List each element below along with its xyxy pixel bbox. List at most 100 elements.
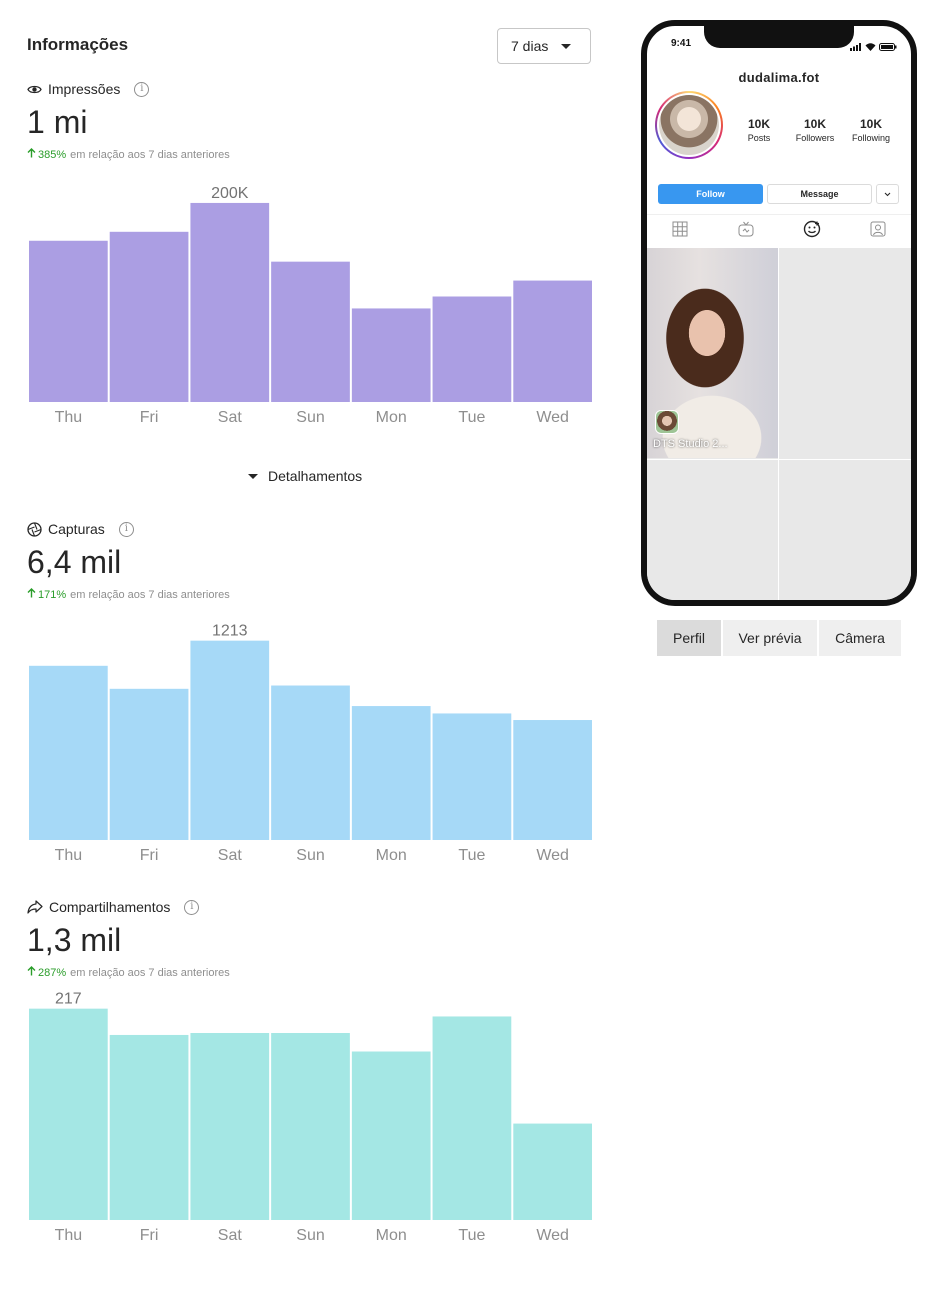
x-tick-label: Sat <box>218 409 243 426</box>
x-tick-label: Fri <box>140 409 159 426</box>
stat-following[interactable]: 10K Following <box>851 117 891 143</box>
details-toggle[interactable]: Detalhamentos <box>248 468 362 484</box>
bar-tue[interactable] <box>432 713 512 840</box>
bar-thu[interactable] <box>29 240 108 402</box>
impressions-change-pct: 385% <box>38 148 67 161</box>
bar-wed[interactable] <box>513 1123 592 1220</box>
x-tick-label: Sat <box>218 1227 243 1244</box>
profile-handle: dudalima.fot <box>738 70 820 85</box>
profile-tabs <box>647 214 911 248</box>
bar-fri[interactable] <box>109 688 189 840</box>
x-tick-label: Mon <box>376 1227 407 1244</box>
bar-sat[interactable] <box>190 202 270 402</box>
x-tick-label: Sun <box>296 847 324 864</box>
x-tick-label: Wed <box>536 409 569 426</box>
impressions-change: 385% em relação aos 7 dias anteriores <box>27 148 230 161</box>
info-icon[interactable]: i <box>134 81 150 97</box>
info-icon[interactable]: i <box>118 521 134 537</box>
message-button[interactable]: Message <box>767 184 872 204</box>
x-tick-label: Fri <box>140 1227 159 1244</box>
battery-icon <box>879 38 897 56</box>
captures-change-text: em relação aos 7 dias anteriores <box>70 588 230 601</box>
tab-ver-previa[interactable]: Ver prévia <box>723 620 817 656</box>
wifi-icon <box>865 38 876 56</box>
tab-grid[interactable] <box>647 215 713 248</box>
bar-sun[interactable] <box>271 1033 350 1220</box>
tab-igtv[interactable] <box>713 215 779 248</box>
bar-sat[interactable] <box>190 640 270 840</box>
bar-fri[interactable] <box>109 231 189 402</box>
x-tick-label: Sat <box>218 847 243 864</box>
chevron-down-icon <box>561 44 571 49</box>
creator-avatar <box>655 410 679 434</box>
bar-thu[interactable] <box>29 665 108 840</box>
signal-icon <box>850 38 862 56</box>
x-tick-label: Mon <box>376 409 407 426</box>
captures-change: 171% em relação aos 7 dias anteriores <box>27 588 230 601</box>
arrow-up-icon <box>27 966 38 979</box>
shares-label: Compartilhamentos i <box>27 899 200 915</box>
info-icon[interactable]: i <box>184 899 200 915</box>
x-tick-label: Sun <box>296 1227 324 1244</box>
effects-grid: DTS Studio 2... <box>647 248 911 600</box>
captures-change-pct: 171% <box>38 588 67 601</box>
caret-down-icon <box>248 473 258 479</box>
effect-thumbnail[interactable]: DTS Studio 2... <box>647 248 778 458</box>
follow-button[interactable]: Follow <box>658 184 763 204</box>
chevron-down-icon[interactable] <box>876 184 899 204</box>
bar-tue[interactable] <box>432 296 512 402</box>
x-tick-label: Mon <box>376 847 407 864</box>
shares-change: 287% em relação aos 7 dias anteriores <box>27 966 230 979</box>
bar-thu[interactable] <box>29 1008 108 1220</box>
tab-perfil[interactable]: Perfil <box>657 620 721 656</box>
captures-label: Capturas i <box>27 521 134 537</box>
shares-label-text: Compartilhamentos <box>49 899 171 915</box>
impressions-label-text: Impressões <box>48 81 121 97</box>
bar-wed[interactable] <box>513 720 592 840</box>
x-tick-label: Sun <box>296 409 324 426</box>
bar-sun[interactable] <box>271 261 350 402</box>
x-tick-label: Tue <box>458 409 485 426</box>
tab-camera[interactable]: Câmera <box>819 620 901 656</box>
shares-value: 1,3 mil <box>27 922 122 958</box>
stat-posts[interactable]: 10K Posts <box>747 117 771 143</box>
grid-icon <box>672 221 688 242</box>
shares-change-text: em relação aos 7 dias anteriores <box>70 966 230 979</box>
bar-mon[interactable] <box>351 308 431 402</box>
tagged-person-icon <box>870 221 886 242</box>
date-range-value: 7 dias <box>511 38 549 54</box>
status-time: 9:41 <box>671 38 692 49</box>
x-tick-label: Tue <box>458 847 485 864</box>
bar-wed[interactable] <box>513 280 592 402</box>
profile-avatar[interactable] <box>655 91 723 159</box>
eye-icon <box>27 84 42 95</box>
shares-change-pct: 287% <box>38 966 67 979</box>
page-title: Informações <box>27 35 129 54</box>
profile-stats: 10K Posts 10K Followers 10K Following <box>731 117 899 143</box>
bar-sun[interactable] <box>271 685 350 840</box>
preview-mode-switch: Perfil Ver prévia Câmera <box>657 620 901 656</box>
tab-effects[interactable] <box>779 215 845 248</box>
bar-mon[interactable] <box>351 1051 431 1220</box>
x-tick-label: Fri <box>140 847 159 864</box>
peak-value-label: 1213 <box>212 623 248 640</box>
bar-sat[interactable] <box>190 1033 270 1220</box>
bar-mon[interactable] <box>351 706 431 840</box>
impressions-value: 1 mi <box>27 104 88 140</box>
date-range-select[interactable]: 7 dias <box>497 28 591 64</box>
x-tick-label: Tue <box>458 1227 485 1244</box>
impressions-change-text: em relação aos 7 dias anteriores <box>70 148 230 161</box>
stat-followers[interactable]: 10K Followers <box>795 117 835 143</box>
x-tick-label: Thu <box>55 847 83 864</box>
phone-notch <box>704 26 854 48</box>
bar-chart-svg: Thu Fri Sat 200K Sun Mon Tue Wed <box>29 185 592 426</box>
x-tick-label: Wed <box>536 847 569 864</box>
tab-tagged[interactable] <box>845 215 911 248</box>
captures-chart: Thu Fri Sat 1213 Sun Mon Tue Wed <box>27 623 592 868</box>
arrow-up-icon <box>27 148 38 161</box>
bar-tue[interactable] <box>432 1016 512 1220</box>
captures-value: 6,4 mil <box>27 544 122 580</box>
x-tick-label: Thu <box>55 409 83 426</box>
impressions-chart: Thu Fri Sat 200K Sun Mon Tue Wed <box>27 185 592 430</box>
bar-fri[interactable] <box>109 1034 189 1220</box>
